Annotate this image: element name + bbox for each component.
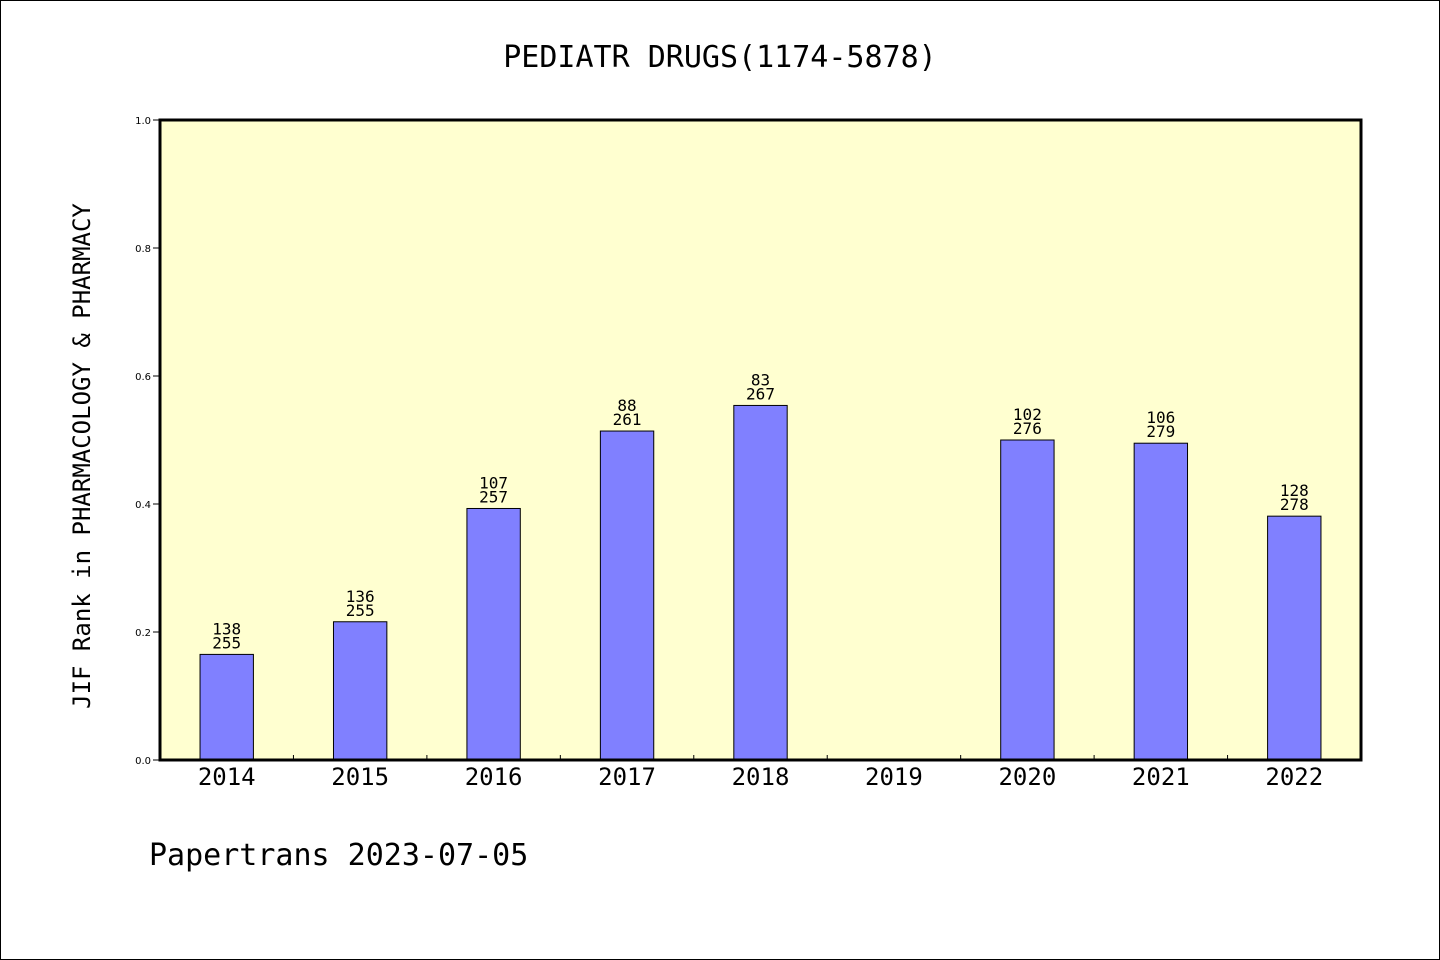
- bar-2015: [332, 621, 388, 761]
- bar-rank-label: 102: [1013, 405, 1042, 424]
- bar-2020: [1000, 439, 1055, 761]
- y-tick-label: 1.0: [135, 116, 151, 127]
- bar-total-label: 255: [346, 601, 375, 620]
- x-tick-label: 2018: [732, 763, 790, 791]
- bar-2017: [599, 430, 655, 761]
- bar-rank-label: 106: [1146, 408, 1175, 427]
- x-tick-label: 2017: [598, 763, 656, 791]
- bar-total-label: 278: [1280, 495, 1309, 514]
- bar-rank-label: 128: [1280, 481, 1309, 500]
- y-axis-label: JIF Rank in PHARMACOLOGY & PHARMACY: [68, 203, 96, 709]
- x-tick-label: 2014: [198, 763, 256, 791]
- bar-2014: [199, 653, 254, 761]
- bar-total-label: 276: [1013, 419, 1042, 438]
- bar-rank-label: 136: [346, 587, 375, 606]
- y-ticks-group: 0.0 0.2 0.4 0.6 0.8 1.0: [135, 116, 160, 767]
- chart-title: PEDIATR DRUGS(1174-5878): [503, 40, 936, 75]
- x-tick-label: 2021: [1132, 763, 1190, 791]
- bar-rank-label: 107: [479, 473, 508, 492]
- footer-stamp: Papertrans 2023-07-05: [149, 838, 528, 873]
- x-tick-label: 2020: [998, 763, 1056, 791]
- x-tick-label: 2016: [465, 763, 523, 791]
- bar-2018: [733, 404, 788, 761]
- y-tick-label: 0.8: [135, 244, 151, 255]
- y-tick-label: 0.6: [135, 372, 151, 383]
- y-tick-label: 0.4: [135, 500, 151, 511]
- bars-group: 1382551362551072578826183267102276106279…: [199, 370, 1322, 761]
- bar-total-label: 257: [479, 487, 508, 506]
- x-tick-label: 2022: [1265, 763, 1323, 791]
- bar-rank-label: 88: [617, 396, 636, 415]
- x-tick-label: 2015: [331, 763, 389, 791]
- bar-2021: [1133, 442, 1189, 761]
- bar-total-label: 255: [212, 633, 241, 652]
- plot-border: [158, 118, 1363, 762]
- bar-2022: [1267, 515, 1322, 761]
- bar-rank-label: 138: [212, 619, 241, 638]
- bar-total-label: 261: [613, 410, 642, 429]
- bar-total-label: 279: [1146, 422, 1175, 441]
- bar-2016: [466, 507, 521, 761]
- x-ticks-group: 2014 2015 2016 2017 2018 2019 2020 2021 2022: [198, 755, 1323, 791]
- bar-rank-label: 83: [751, 370, 770, 389]
- bar-total-label: 267: [746, 384, 775, 403]
- x-tick-label: 2019: [865, 763, 923, 791]
- y-tick-label: 0.2: [135, 628, 151, 639]
- y-tick-label: 0.0: [135, 756, 151, 767]
